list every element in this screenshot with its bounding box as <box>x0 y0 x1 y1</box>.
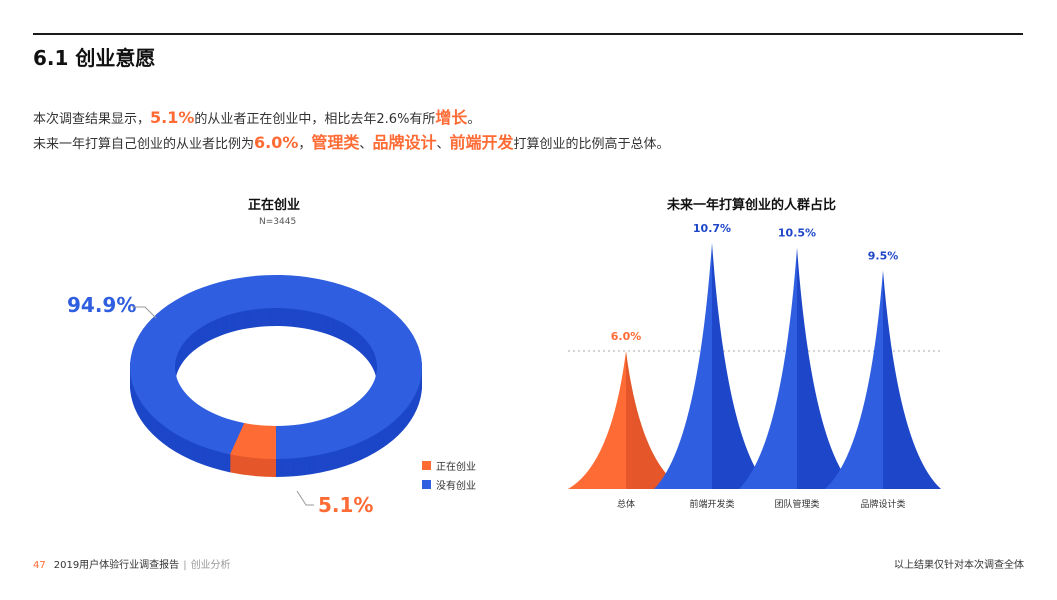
peak-value-label-1: 10.7% <box>693 222 731 235</box>
donut-slice-0 <box>230 422 276 459</box>
intro-text: 的从业者正在创业中，相比去年2.6%有所 <box>194 112 436 127</box>
donut-chart-title: 正在创业 <box>248 198 301 213</box>
donut-slice-1 <box>129 274 423 459</box>
peak-chart-title: 未来一年打算创业的人群占比 <box>667 198 837 213</box>
intro-text: 未来一年打算自己创业的从业者比例为 <box>33 137 255 152</box>
intro-highlight: 增长 <box>435 108 468 127</box>
peak-0-left <box>568 351 626 489</box>
peak-3-left <box>825 270 883 489</box>
intro-text: ， <box>298 137 312 152</box>
category-label-3: 品牌设计类 <box>860 498 905 510</box>
category-label-1: 前端开发类 <box>689 498 734 510</box>
intro-highlight: 6.0% <box>254 133 299 152</box>
footer-note: 以上结果仅针对本次调查全体 <box>894 560 1024 571</box>
intro-text: 、 <box>359 137 373 152</box>
intro-text: 、 <box>436 137 450 152</box>
header-rule <box>33 33 1023 35</box>
page-number: 47 <box>33 560 46 571</box>
donut-label-no: 94.9% <box>67 293 136 317</box>
category-label-2: 团队管理类 <box>774 498 819 510</box>
intro-highlight: 5.1% <box>150 108 195 127</box>
peak-3-right <box>883 270 941 489</box>
leader-line-no <box>132 306 157 319</box>
peak-0-right <box>626 351 684 489</box>
donut-chart-subtitle: N=3445 <box>259 217 297 227</box>
donut-label-yes: 5.1% <box>318 493 373 517</box>
legend-item: 正在创业 <box>422 456 476 475</box>
peak-2-left <box>739 247 797 489</box>
footer-separator: | <box>183 560 187 571</box>
intro-highlight: 前端开发 <box>449 133 514 152</box>
legend-label: 正在创业 <box>436 462 476 473</box>
intro-line-1: 本次调查结果显示，5.1%的从业者正在创业中，相比去年2.6%有所增长。 <box>33 104 480 128</box>
peak-1-right <box>712 242 770 489</box>
section-name: 创业分析 <box>190 560 231 571</box>
leader-line-yes <box>296 490 314 506</box>
page-title: 6.1 创业意愿 <box>33 46 156 70</box>
intro-text: 。 <box>467 112 481 127</box>
footer-left: 47 2019用户体验行业调查报告 | 创业分析 <box>33 556 231 571</box>
peak-value-label-2: 10.5% <box>778 227 816 240</box>
report-name: 2019用户体验行业调查报告 <box>53 560 180 571</box>
intro-highlight: 品牌设计 <box>372 133 437 152</box>
intro-highlight: 管理类 <box>311 133 360 152</box>
legend-swatch-blue <box>422 480 431 489</box>
donut-legend: 正在创业 没有创业 <box>422 456 476 494</box>
legend-swatch-orange <box>422 461 431 470</box>
peak-1-left <box>654 242 712 489</box>
peak-value-label-0: 6.0% <box>611 330 642 343</box>
legend-item: 没有创业 <box>422 475 476 494</box>
peak-value-label-3: 9.5% <box>868 250 899 263</box>
intro-text: 本次调查结果显示， <box>33 112 151 127</box>
peak-2-right <box>797 247 855 489</box>
intro-line-2: 未来一年打算自己创业的从业者比例为6.0%，管理类、品牌设计、前端开发打算创业的… <box>33 129 670 153</box>
category-label-0: 总体 <box>617 498 635 510</box>
legend-label: 没有创业 <box>436 481 476 492</box>
intro-text: 打算创业的比例高于总体。 <box>513 137 670 152</box>
